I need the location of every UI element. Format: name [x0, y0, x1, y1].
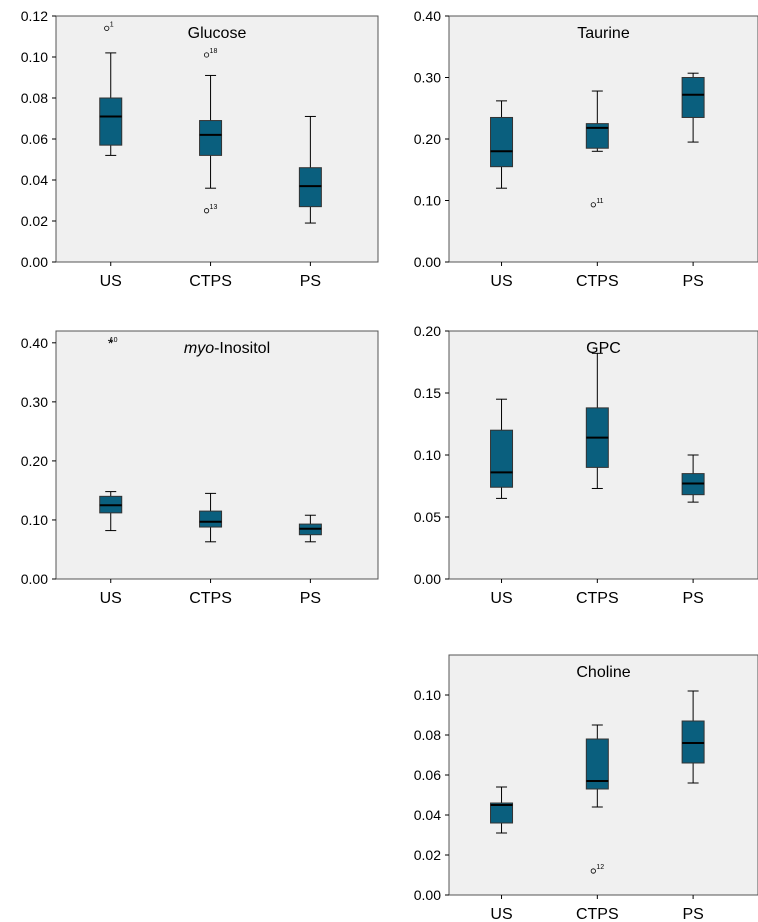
- y-tick-label: 0.02: [414, 847, 441, 863]
- y-tick-label: 0.20: [414, 323, 441, 339]
- y-tick-label: 0.20: [21, 453, 48, 469]
- chart-panel-2: Taurine 0.00 0.10 0.20 0.30 0.40 US CTPS PS 11: [414, 8, 758, 290]
- y-tick-label: 0.40: [21, 335, 48, 351]
- x-tick-label: US: [490, 273, 512, 290]
- box-us: [99, 52, 123, 156]
- box-ctps: [199, 492, 223, 543]
- box-us: [490, 786, 514, 834]
- box-us: [490, 398, 514, 499]
- x-tick-label: US: [100, 590, 122, 607]
- chart-panel-4: GPC 0.00 0.05 0.10 0.15 0.20 US CTPS PS: [414, 323, 758, 607]
- chart-panel-3: myo-Inositol 0.00 0.10 0.20 0.30 0.40 US CTPS PS…: [21, 330, 379, 607]
- box-ctps: [585, 724, 609, 808]
- x-tick-label: US: [100, 273, 122, 290]
- x-tick-label: CTPS: [189, 273, 232, 290]
- outlier-label: 10: [110, 337, 118, 344]
- box-ctps: [585, 90, 609, 152]
- iqr-box: [490, 429, 514, 488]
- y-tick-label: 0.00: [21, 254, 48, 270]
- box-ps: [298, 514, 322, 543]
- chart-title: Glucose: [188, 25, 247, 42]
- y-tick-label: 0.15: [414, 385, 441, 401]
- y-tick-label: 0.10: [414, 447, 441, 463]
- y-tick-label: 0.10: [21, 512, 48, 528]
- y-tick-label: 0.04: [21, 172, 48, 188]
- x-tick-label: CTPS: [576, 906, 619, 922]
- iqr-box: [681, 77, 705, 118]
- outlier-label: 12: [596, 864, 604, 871]
- plot-area: [55, 330, 379, 580]
- x-tick-label: US: [490, 906, 512, 922]
- outlier-marker: *: [108, 335, 114, 351]
- iqr-box: [199, 120, 223, 156]
- outlier-marker: [104, 25, 110, 31]
- y-tick-label: 0.12: [21, 8, 48, 24]
- chart-panel-1: Glucose 0.00 0.02 0.04 0.06 0.08 0.10 0.12 US CTP…: [21, 8, 379, 290]
- chart-panel-5: Choline 0.00 0.02 0.04 0.06 0.08 0.10 US CTPS PS 1…: [414, 654, 758, 922]
- x-tick-label: CTPS: [576, 273, 619, 290]
- iqr-box: [490, 802, 514, 824]
- y-tick-label: 0.40: [414, 8, 441, 24]
- y-tick-label: 0.30: [414, 70, 441, 86]
- x-tick-label: CTPS: [189, 590, 232, 607]
- iqr-box: [585, 738, 609, 790]
- iqr-box: [298, 167, 322, 208]
- y-tick-label: 0.00: [21, 571, 48, 587]
- chart-title: Taurine: [577, 25, 630, 42]
- y-tick-label: 0.08: [21, 90, 48, 106]
- iqr-box: [99, 97, 123, 146]
- chart-title: Choline: [576, 664, 630, 681]
- y-tick-label: 0.00: [414, 887, 441, 903]
- iqr-box: [199, 510, 223, 528]
- y-tick-label: 0.00: [414, 571, 441, 587]
- x-tick-label: CTPS: [576, 590, 619, 607]
- box-ps: [298, 115, 322, 224]
- outlier-label: 11: [596, 198, 603, 205]
- chart-title: myo-Inositol: [184, 340, 270, 357]
- x-tick-label: US: [490, 590, 512, 607]
- y-tick-label: 0.00: [414, 254, 441, 270]
- outlier-label: 1: [110, 21, 114, 28]
- y-tick-label: 0.20: [414, 131, 441, 147]
- box-us: [99, 491, 123, 532]
- outlier-label: 18: [210, 48, 218, 55]
- iqr-box: [585, 123, 609, 149]
- y-tick-label: 0.04: [414, 807, 441, 823]
- y-tick-label: 0.05: [414, 509, 441, 525]
- y-tick-label: 0.06: [414, 767, 441, 783]
- iqr-box: [490, 116, 514, 168]
- box-ps: [681, 72, 705, 143]
- outlier-marker: [590, 868, 596, 874]
- y-tick-label: 0.10: [21, 49, 48, 65]
- box-ps: [681, 690, 705, 784]
- y-tick-label: 0.10: [414, 193, 441, 209]
- y-tick-label: 0.02: [21, 213, 48, 229]
- x-tick-label: PS: [682, 273, 703, 290]
- x-tick-label: PS: [300, 590, 321, 607]
- x-tick-label: PS: [682, 590, 703, 607]
- y-tick-label: 0.06: [21, 131, 48, 147]
- outlier-marker: [203, 208, 210, 214]
- y-tick-label: 0.08: [414, 727, 441, 743]
- box-ctps: [199, 74, 223, 189]
- box-us: [490, 100, 514, 189]
- x-tick-label: PS: [300, 273, 321, 290]
- outlier-marker: [203, 52, 210, 58]
- outlier-label: 13: [210, 204, 218, 211]
- y-tick-label: 0.30: [21, 394, 48, 410]
- y-tick-label: 0.10: [414, 687, 441, 703]
- chart-title: GPC: [586, 340, 621, 357]
- box-ps: [681, 454, 705, 503]
- x-tick-label: PS: [682, 906, 703, 922]
- box-ctps: [585, 352, 609, 489]
- outlier-marker: [590, 202, 596, 208]
